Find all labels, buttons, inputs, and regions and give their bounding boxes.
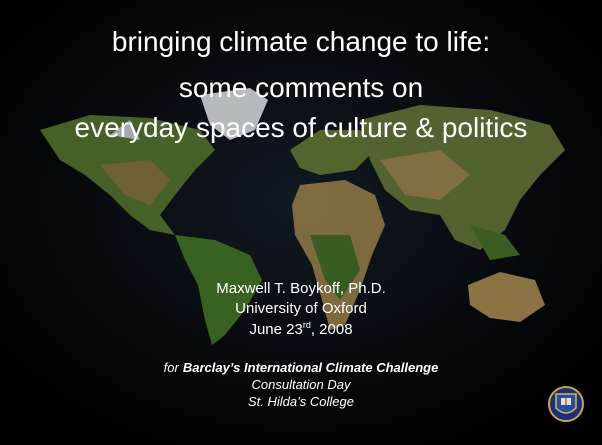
title-line: some comments on [178,72,424,103]
occasion-event: Barclay’s International Climate Challeng… [182,360,439,375]
occasion-line: Consultation Day [251,377,351,392]
title-line: everyday spaces of culture & politics [74,112,528,143]
date-text: , 2008 [310,321,353,338]
occasion-line: for Barclay’s International Climate Chall… [0,360,602,375]
date-suffix: rd [302,320,311,330]
author-name: Maxwell T. Boykoff, Ph.D. [216,280,386,297]
presentation-date: June 23rd, 2008 [0,320,602,338]
occasion-line: St. Hilda’s College [248,394,354,409]
title-line: bringing climate change to life: [111,26,491,57]
author-affiliation: University of Oxford [235,300,367,317]
date-text: June 23 [249,321,303,338]
occasion-prefix: for [163,360,179,375]
university-crest [548,386,584,422]
